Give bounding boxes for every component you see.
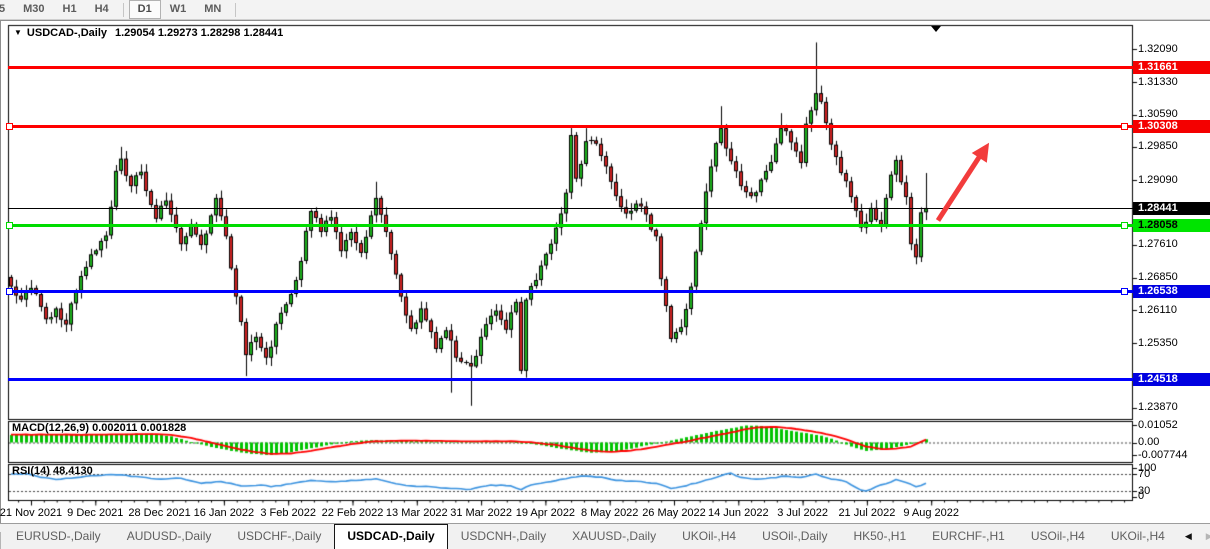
tab-usoil-h4[interactable]: USOil-,H4 [1030,529,1085,543]
macd-name: MACD(12,26,9) [12,422,90,434]
tab-stub [0,532,1,549]
price-badge-support-lower: 1.24518 [1133,373,1210,387]
symbol-tab-bar: EURUSD-,Daily AUDUSD-,Daily USDCHF-,Daily U… [0,523,1210,549]
timeframe-button-h4[interactable]: H4 [94,3,109,15]
line-handle[interactable] [1121,123,1128,131]
date-axis-label: 14 Jun 2022 [708,507,769,519]
date-axis-label: 3 Feb 2022 [260,507,317,519]
date-axis-label: 21 Jul 2022 [838,507,896,519]
date-axis-label: 31 Mar 2022 [450,507,512,519]
price-badge-current-price: 1.28441 [1133,201,1210,215]
date-axis-label: 19 Apr 2022 [515,507,576,519]
timeframe-toolbar: 5 M30 H1 H4 D1 W1 MN [0,0,1210,20]
tab-usoil-daily[interactable]: USOil-,Daily [762,529,828,543]
rsi-axis-tick-label: 70 [1138,467,1151,480]
date-axis-label: 28 Dec 2021 [128,507,191,519]
timeframe-button-5[interactable]: 5 [0,0,14,19]
chart-title: ▼ USDCAD-,Daily 1.29054 1.29273 1.28298 1.… [14,27,283,39]
price-badge-resistance-upper: 1.31661 [1133,61,1210,75]
chart-dropdown-icon[interactable]: ▼ [14,28,22,37]
tab-ukoil-h4[interactable]: UKOil-,H4 [682,529,737,543]
price-axis-tick-label: 1.27610 [1138,238,1178,251]
line-handle[interactable] [6,221,13,229]
tab-usdcad-daily[interactable]: USDCAD-,Daily [334,523,448,549]
tab-xauusd-daily[interactable]: XAUUSD-,Daily [572,529,657,543]
macd-indicator-label: MACD(12,26,9) 0.002011 0.001828 [12,422,186,434]
date-axis-label: 8 May 2022 [580,507,639,519]
rsi-name: RSI(14) [12,465,50,477]
price-axis-tick-label: 1.26850 [1138,271,1178,284]
tab-usdchf-daily[interactable]: USDCHF-,Daily [237,529,322,543]
price-axis-tick-label: 1.26110 [1138,303,1177,316]
tab-scroll-right-icon: ▶ [1205,531,1210,541]
tab-audusd-daily[interactable]: AUDUSD-,Daily [126,529,212,543]
rsi-indicator-label: RSI(14) 48.4130 [12,465,93,477]
price-axis-tick-label: 1.29090 [1138,173,1178,186]
date-axis-label: 26 May 2022 [642,507,706,519]
tab-eurchf-h1[interactable]: EURCHF-,H1 [932,529,1005,543]
macd-axis-tick-label: 0.00 [1138,436,1160,448]
level-line-bid-line[interactable] [8,207,1133,209]
line-handle[interactable] [1121,221,1128,229]
macd-axis-tick-label: -0.007744 [1138,448,1188,461]
date-axis-label: 16 Jan 2022 [193,507,255,519]
level-line-hline-1-30308[interactable] [8,125,1133,129]
timeframe-button-m30[interactable]: M30 [23,3,45,15]
timeframe-button-d1[interactable]: D1 [128,0,161,19]
date-axis-label: 9 Aug 2022 [903,507,960,519]
price-badge-resistance: 1.30308 [1133,120,1210,134]
tab-ukoil-h4[interactable]: UKOil-,H4 [1110,529,1165,543]
line-handle[interactable] [1121,287,1128,295]
price-axis-tick-label: 1.32090 [1138,42,1178,55]
toolbar-separator [122,2,124,17]
date-axis-label: 22 Feb 2022 [321,507,384,519]
date-axis-label: 3 Jul 2022 [777,507,828,519]
price-axis-tick-label: 1.30590 [1138,108,1178,120]
price-axis-tick-label: 1.29850 [1138,140,1178,153]
macd-values: 0.002011 0.001828 [92,422,187,434]
rsi-axis-tick-label: 100 [1138,461,1157,474]
line-handle[interactable] [6,123,13,131]
tab-eurusd-daily[interactable]: EURUSD-,Daily [16,529,101,543]
timeframe-button-mn[interactable]: MN [204,3,222,15]
macd-axis-tick-label: 0.01052 [1138,418,1178,431]
rsi-value: 48.4130 [52,465,93,477]
scroll-end-marker-icon [931,26,941,32]
price-badge-pivot: 1.28058 [1133,218,1210,232]
line-handle[interactable] [6,287,13,295]
price-axis-tick-label: 1.31330 [1138,75,1178,88]
tab-scroll-left-icon[interactable]: ◀ [1184,531,1192,541]
chart-ohlc-values: 1.29054 1.29273 1.28298 1.28441 [115,27,284,39]
price-axis-tick-label: 1.23870 [1138,401,1178,414]
price-axis-tick-label: 1.25350 [1138,336,1178,349]
chart-window: ▼ USDCAD-,Daily 1.29054 1.29273 1.28298 1.… [0,20,1210,524]
level-line-hline-1-26538[interactable] [8,289,1133,293]
date-axis-label: 21 Nov 2021 [0,507,63,519]
level-line-hline-1-31661[interactable] [8,66,1133,70]
chart-canvas[interactable] [1,21,1210,524]
tab-usdcnh-daily[interactable]: USDCNH-,Daily [460,529,547,543]
rsi-axis-tick-label: 30 [1138,484,1151,497]
chart-symbol-label: USDCAD-,Daily [26,27,107,39]
date-axis-label: 13 Mar 2022 [385,507,448,519]
timeframe-button-h1[interactable]: H1 [62,3,77,15]
tab-hk50-h1[interactable]: HK50-,H1 [853,529,907,543]
date-axis-label: 9 Dec 2021 [67,507,124,519]
level-line-hline-1-24518[interactable] [8,378,1133,382]
price-badge-support: 1.26538 [1133,284,1210,298]
timeframe-button-w1[interactable]: W1 [169,3,187,15]
level-line-hline-1-28058[interactable] [8,223,1133,227]
rsi-axis-tick-label: 0 [1138,490,1145,502]
toolbar-separator [235,2,237,17]
